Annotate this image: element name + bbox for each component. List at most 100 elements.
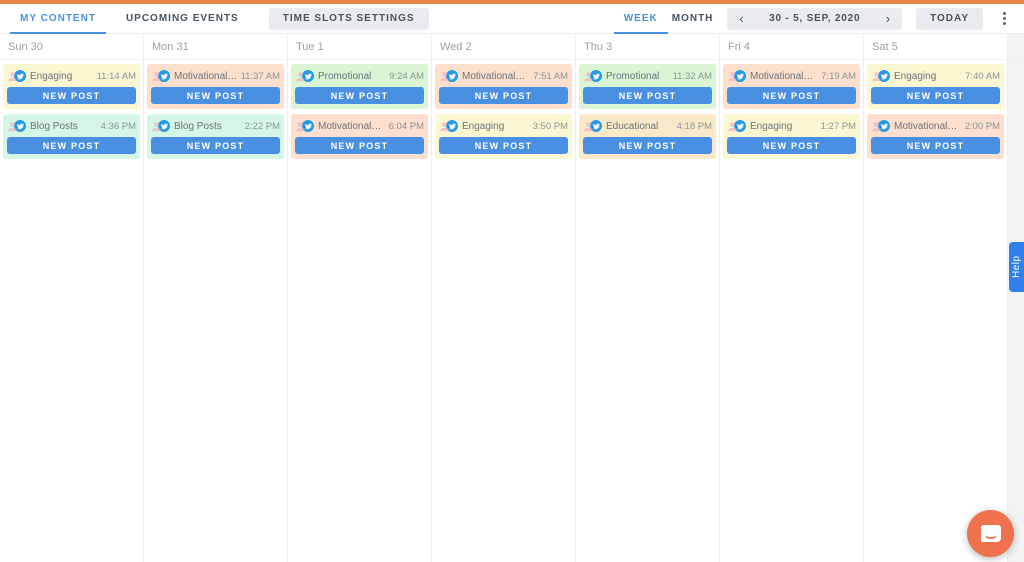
slot-header: Engaging 7:40 AM: [871, 65, 1000, 87]
day-column[interactable]: Promotional 11:32 AM NEW POST Educationa…: [576, 60, 720, 562]
slot-time: 3:50 PM: [532, 120, 568, 132]
slot-card[interactable]: Promotional 11:32 AM NEW POST: [579, 64, 716, 109]
slot-card[interactable]: Educational 4:18 PM NEW POST: [579, 114, 716, 159]
day-column[interactable]: Promotional 9:24 AM NEW POST Motivationa…: [288, 60, 432, 562]
slot-category: Promotional: [606, 70, 660, 82]
network-icons: [871, 70, 890, 82]
slot-time: 2:00 PM: [964, 120, 1000, 132]
day-column[interactable]: Engaging 7:40 AM NEW POST Motivational&F…: [864, 60, 1008, 562]
slot-header: Motivational&Fun 7:51 AM: [439, 65, 568, 87]
slot-category: Motivational&Fun: [894, 120, 963, 132]
network-icons: [583, 70, 602, 82]
slot-header: Motivational&Fun 7:19 AM: [727, 65, 856, 87]
slot-header: Motivational&Fun 11:37 AM: [151, 65, 280, 87]
twitter-bird-icon: [590, 120, 602, 132]
slot-card[interactable]: Engaging 1:27 PM NEW POST: [723, 114, 860, 159]
day-header-cell: Thu 3: [576, 34, 720, 59]
time-slots-settings-button[interactable]: TIME SLOTS SETTINGS: [268, 7, 429, 30]
slot-category: Engaging: [30, 70, 73, 82]
new-post-button[interactable]: NEW POST: [727, 137, 856, 154]
chevron-left-icon[interactable]: ‹: [739, 10, 744, 26]
slot-card[interactable]: Engaging 11:14 AM NEW POST: [3, 64, 140, 109]
new-post-button[interactable]: NEW POST: [727, 87, 856, 104]
day-header-cell: Sun 30: [0, 34, 144, 59]
view-toggle-week[interactable]: WEEK: [613, 4, 668, 34]
network-icons: [295, 70, 314, 82]
help-tab[interactable]: Help: [1009, 242, 1024, 292]
toolbar: MY CONTENT UPCOMING EVENTS TIME SLOTS SE…: [0, 4, 1024, 34]
slot-time: 7:19 AM: [821, 70, 856, 82]
twitter-bird-icon: [734, 70, 746, 82]
slot-time: 1:27 PM: [820, 120, 856, 132]
muted-social-person-icon: [584, 121, 593, 131]
slot-card[interactable]: Motivational&Fun 2:00 PM NEW POST: [867, 114, 1004, 159]
chat-launcher-button[interactable]: [967, 510, 1014, 557]
slot-card[interactable]: Engaging 7:40 AM NEW POST: [867, 64, 1004, 109]
slot-card[interactable]: Blog Posts 2:22 PM NEW POST: [147, 114, 284, 159]
muted-social-person-icon: [728, 121, 737, 131]
day-label: Thu 3: [584, 40, 613, 53]
slot-category: Engaging: [462, 120, 505, 132]
network-icons: [871, 120, 890, 132]
network-icons: [151, 120, 170, 132]
new-post-button[interactable]: NEW POST: [295, 137, 424, 154]
today-button[interactable]: TODAY: [916, 7, 983, 30]
slot-card[interactable]: Promotional 9:24 AM NEW POST: [291, 64, 428, 109]
slot-card[interactable]: Engaging 3:50 PM NEW POST: [435, 114, 572, 159]
slot-category: Blog Posts: [30, 120, 78, 132]
new-post-button[interactable]: NEW POST: [439, 87, 568, 104]
new-post-button[interactable]: NEW POST: [7, 87, 136, 104]
new-post-button[interactable]: NEW POST: [7, 137, 136, 154]
day-column[interactable]: Motivational&Fun 7:19 AM NEW POST Engagi…: [720, 60, 864, 562]
network-icons: [439, 120, 458, 132]
slot-header: Promotional 9:24 AM: [295, 65, 424, 87]
new-post-button[interactable]: NEW POST: [151, 137, 280, 154]
chevron-right-icon[interactable]: ›: [885, 10, 891, 26]
new-post-button[interactable]: NEW POST: [583, 87, 712, 104]
new-post-button[interactable]: NEW POST: [439, 137, 568, 154]
twitter-bird-icon: [446, 120, 458, 132]
muted-social-person-icon: [584, 71, 593, 81]
muted-social-person-icon: [152, 71, 161, 81]
network-icons: [295, 120, 314, 132]
slot-time: 7:40 AM: [965, 70, 1000, 82]
day-column[interactable]: Engaging 11:14 AM NEW POST Blog Posts 4:…: [0, 60, 144, 562]
slot-header: Motivational&Fun 2:00 PM: [871, 115, 1000, 137]
slot-time: 11:14 AM: [96, 70, 136, 82]
twitter-bird-icon: [158, 70, 170, 82]
header-right-strip: [1008, 34, 1024, 59]
top-accent-bar: [0, 0, 1024, 4]
day-label: Sun 30: [8, 40, 43, 53]
day-column[interactable]: Motivational&Fun 7:51 AM NEW POST Engagi…: [432, 60, 576, 562]
slot-header: Engaging 11:14 AM: [7, 65, 136, 87]
muted-social-person-icon: [296, 121, 305, 131]
slot-header: Engaging 3:50 PM: [439, 115, 568, 137]
messenger-bubble-icon: [980, 525, 1001, 542]
slot-card[interactable]: Motivational&Fun 6:04 PM NEW POST: [291, 114, 428, 159]
day-label: Fri 4: [728, 40, 750, 53]
slot-time: 7:51 AM: [533, 70, 568, 82]
view-toggle-month[interactable]: MONTH: [671, 13, 714, 24]
twitter-bird-icon: [734, 120, 746, 132]
new-post-button[interactable]: NEW POST: [151, 87, 280, 104]
slot-card[interactable]: Blog Posts 4:36 PM NEW POST: [3, 114, 140, 159]
new-post-button[interactable]: NEW POST: [871, 137, 1000, 154]
new-post-button[interactable]: NEW POST: [295, 87, 424, 104]
muted-social-person-icon: [872, 71, 881, 81]
kebab-menu-icon[interactable]: [997, 7, 1012, 30]
slot-header: Blog Posts 2:22 PM: [151, 115, 280, 137]
tab-my-content[interactable]: MY CONTENT: [10, 4, 106, 34]
muted-social-person-icon: [440, 71, 449, 81]
slot-card[interactable]: Motivational&Fun 7:19 AM NEW POST: [723, 64, 860, 109]
network-icons: [7, 70, 26, 82]
day-column[interactable]: Motivational&Fun 11:37 AM NEW POST Blog …: [144, 60, 288, 562]
network-icons: [7, 120, 26, 132]
slot-header: Motivational&Fun 6:04 PM: [295, 115, 424, 137]
new-post-button[interactable]: NEW POST: [871, 87, 1000, 104]
slot-card[interactable]: Motivational&Fun 7:51 AM NEW POST: [435, 64, 572, 109]
slot-category: Promotional: [318, 70, 372, 82]
new-post-button[interactable]: NEW POST: [583, 137, 712, 154]
slot-header: Promotional 11:32 AM: [583, 65, 712, 87]
slot-card[interactable]: Motivational&Fun 11:37 AM NEW POST: [147, 64, 284, 109]
tab-upcoming-events[interactable]: UPCOMING EVENTS: [125, 13, 239, 24]
